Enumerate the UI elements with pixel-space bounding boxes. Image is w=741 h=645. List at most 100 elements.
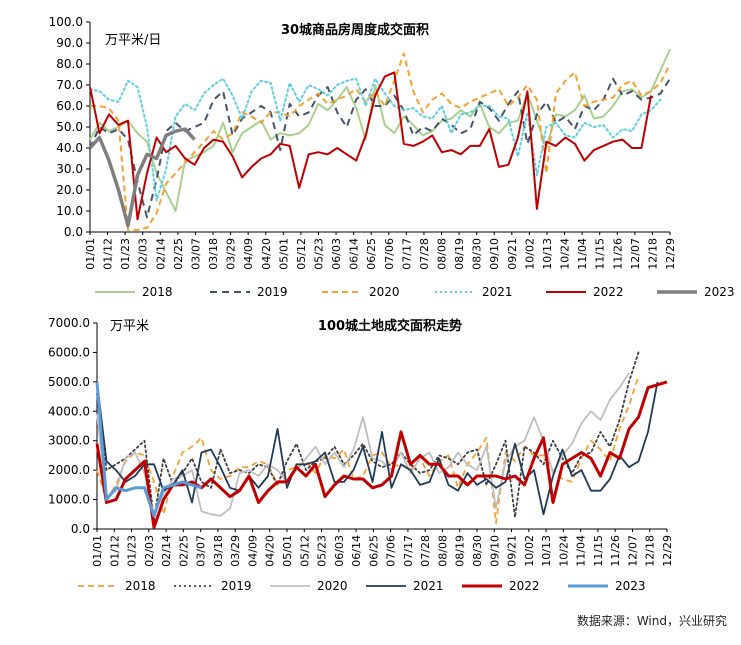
chart1-x-tick-label: 11/15 bbox=[594, 238, 607, 270]
chart2-x-tick-label: 11/15 bbox=[592, 535, 605, 567]
chart2-x-tick-label: 10/13 bbox=[540, 535, 553, 567]
chart2-series-2019 bbox=[96, 351, 640, 522]
chart1-series-2022 bbox=[89, 71, 652, 221]
chart2-x-tick-label: 08/19 bbox=[454, 535, 467, 567]
chart2-x-tick-label: 05/01 bbox=[281, 535, 294, 567]
chart1-x-tick-label: 10/02 bbox=[523, 238, 536, 270]
chart1-y-tick-label: 0.0 bbox=[64, 225, 83, 239]
chart2-x-tick-label: 12/18 bbox=[644, 535, 657, 567]
chart1-unit-label: 万平米/日 bbox=[105, 33, 161, 48]
chart1-y-tick-label: 40.0 bbox=[56, 141, 83, 155]
chart2-y-tick-label: 1000.0 bbox=[48, 493, 90, 507]
chart1-x-tick-label: 12/07 bbox=[629, 238, 642, 270]
chart1-x-tick-label: 06/25 bbox=[365, 238, 378, 270]
chart1-x-tick-label: 11/04 bbox=[576, 238, 589, 270]
chart2-legend-label-2019: 2019 bbox=[221, 579, 252, 593]
chart1-x-tick-label: 08/08 bbox=[436, 238, 449, 270]
chart1-x-tick-label: 10/13 bbox=[541, 238, 554, 270]
chart1-x-tick-label: 09/21 bbox=[506, 238, 519, 270]
chart1-title: 30城商品房周度成交面积 bbox=[281, 22, 429, 38]
chart2-x-tick-label: 04/09 bbox=[246, 535, 259, 567]
chart1-series-2020 bbox=[90, 52, 671, 231]
chart2-series-2020 bbox=[96, 372, 630, 517]
chart1-y-tick-label: 70.0 bbox=[56, 78, 83, 92]
chart2-y-tick-label: 4000.0 bbox=[48, 404, 90, 418]
chart1-x-tick-label: 06/03 bbox=[330, 238, 343, 270]
chart1-y-tick-label: 80.0 bbox=[56, 57, 83, 71]
chart1-x-tick-label: 02/03 bbox=[137, 238, 150, 270]
chart1-x-tick-label: 12/29 bbox=[664, 238, 677, 270]
chart1-x-tick-label: 08/30 bbox=[471, 238, 484, 270]
chart2-x-tick-label: 02/03 bbox=[143, 535, 156, 567]
chart2-series-2022 bbox=[95, 380, 668, 529]
chart2-x-tick-label: 06/03 bbox=[333, 535, 346, 567]
chart2-x-tick-label: 06/25 bbox=[367, 535, 380, 567]
chart2-x-tick-label: 03/07 bbox=[195, 535, 208, 567]
chart2-x-tick-label: 01/23 bbox=[126, 535, 139, 567]
chart1-legend-label-2021: 2021 bbox=[482, 285, 513, 299]
chart1-y-tick-label: 100.0 bbox=[49, 15, 83, 29]
chart1-x-tick-label: 02/14 bbox=[154, 238, 167, 270]
chart1-legend-label-2019: 2019 bbox=[257, 285, 288, 299]
chart2-title: 100城土地成交面积走势 bbox=[318, 318, 462, 334]
chart1-x-tick-label: 07/28 bbox=[418, 238, 431, 270]
chart2-x-tick-label: 11/26 bbox=[609, 535, 622, 567]
chart1-x-tick-label: 05/01 bbox=[277, 238, 290, 270]
chart1-x-tick-label: 03/07 bbox=[189, 238, 202, 270]
chart2-x-tick-label: 01/12 bbox=[108, 535, 121, 567]
chart2-x-tick-label: 07/28 bbox=[419, 535, 432, 567]
chart1-legend-label-2020: 2020 bbox=[369, 285, 400, 299]
chart2-legend-label-2018: 2018 bbox=[125, 579, 156, 593]
chart1-series-2023 bbox=[88, 127, 196, 228]
chart1-x-tick-label: 03/18 bbox=[207, 238, 220, 270]
chart2-x-tick-label: 07/06 bbox=[385, 535, 398, 567]
chart1-x-tick-label: 07/17 bbox=[400, 238, 413, 270]
chart1-y-tick-label: 50.0 bbox=[56, 120, 83, 134]
chart1-x-tick-label: 09/10 bbox=[488, 238, 501, 270]
chart1-x-tick-label: 08/19 bbox=[453, 238, 466, 270]
chart1-x-tick-label: 11/26 bbox=[611, 238, 624, 270]
chart1-legend-label-2023: 2023 bbox=[704, 285, 735, 299]
chart1-x-tick-label: 12/18 bbox=[646, 238, 659, 270]
chart1-y-tick-label: 10.0 bbox=[56, 204, 83, 218]
chart2-x-tick-label: 10/02 bbox=[523, 535, 536, 567]
chart1-x-tick-label: 05/23 bbox=[312, 238, 325, 270]
chart2-x-tick-label: 05/12 bbox=[298, 535, 311, 567]
chart1-y-tick-label: 90.0 bbox=[56, 36, 83, 50]
chart2-x-tick-label: 12/07 bbox=[626, 535, 639, 567]
chart2-x-tick-label: 08/30 bbox=[471, 535, 484, 567]
chart2-x-tick-label: 03/18 bbox=[212, 535, 225, 567]
source-note: 数据来源：Wind，兴业研究 bbox=[576, 614, 727, 628]
chart2-x-tick-label: 01/01 bbox=[91, 535, 104, 567]
chart2-x-tick-label: 05/23 bbox=[316, 535, 329, 567]
chart2-x-tick-label: 04/20 bbox=[264, 535, 277, 567]
chart2-y-tick-label: 6000.0 bbox=[48, 345, 90, 359]
chart1-series-2021 bbox=[89, 77, 662, 202]
chart1-x-tick-label: 05/12 bbox=[295, 238, 308, 270]
chart2-x-tick-label: 07/17 bbox=[402, 535, 415, 567]
chart1-legend-label-2018: 2018 bbox=[142, 285, 173, 299]
chart2-x-tick-label: 08/08 bbox=[436, 535, 449, 567]
chart1-legend-label-2022: 2022 bbox=[593, 285, 624, 299]
chart1-x-tick-label: 04/09 bbox=[242, 238, 255, 270]
chart1-y-tick-label: 60.0 bbox=[56, 99, 83, 113]
chart2-legend-label-2023: 2023 bbox=[615, 579, 646, 593]
chart2-legend-label-2021: 2021 bbox=[413, 579, 444, 593]
chart1-x-tick-label: 01/01 bbox=[84, 238, 97, 270]
chart2-x-tick-label: 02/25 bbox=[177, 535, 190, 567]
chart2-legend-label-2022: 2022 bbox=[509, 579, 540, 593]
chart1-x-tick-label: 07/06 bbox=[383, 238, 396, 270]
chart1-x-tick-label: 10/24 bbox=[559, 238, 572, 270]
chart2-y-tick-label: 7000.0 bbox=[48, 316, 90, 330]
chart2-x-tick-label: 11/04 bbox=[575, 535, 588, 567]
chart2-y-tick-label: 3000.0 bbox=[48, 434, 90, 448]
chart2-series-2023 bbox=[95, 381, 202, 518]
chart2-x-tick-label: 09/10 bbox=[488, 535, 501, 567]
chart2-x-tick-label: 06/14 bbox=[350, 535, 363, 567]
chart2-unit-label: 万平米 bbox=[110, 319, 149, 334]
chart1-x-tick-label: 02/25 bbox=[172, 238, 185, 270]
chart2-x-tick-label: 02/14 bbox=[160, 535, 173, 567]
chart2-x-tick-label: 10/24 bbox=[557, 535, 570, 567]
chart1-x-tick-label: 01/12 bbox=[102, 238, 115, 270]
